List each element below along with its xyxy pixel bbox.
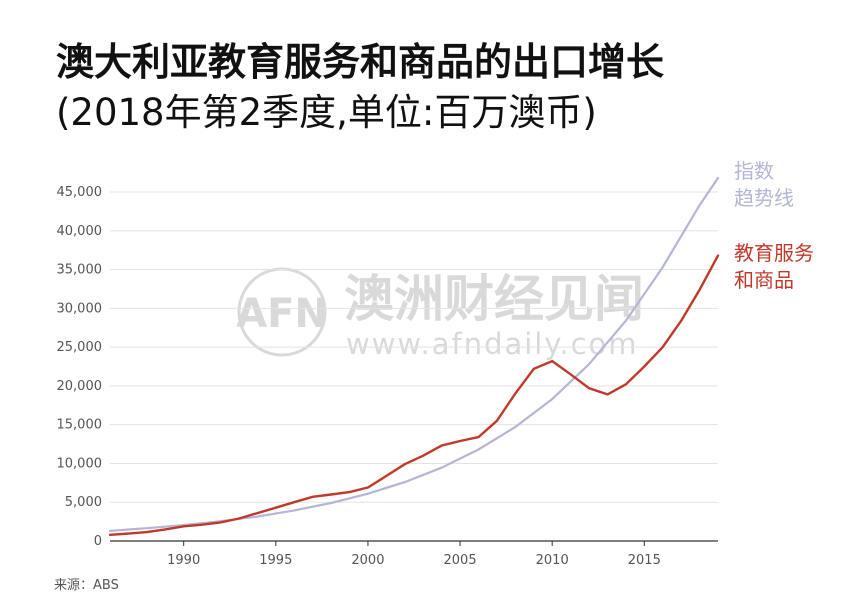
y-tick-label: 45,000 bbox=[57, 185, 103, 200]
x-tick-label: 2005 bbox=[444, 553, 477, 568]
y-tick-label: 30,000 bbox=[57, 301, 103, 316]
trend-series-line bbox=[108, 176, 720, 533]
source-note: 来源：ABS bbox=[54, 578, 119, 593]
y-tick-label: 10,000 bbox=[57, 456, 103, 471]
watermark-url: www.afndaily.com bbox=[346, 327, 639, 361]
chart-subtitle: (2018年第2季度,单位:百万澳币) bbox=[56, 91, 597, 134]
series-label: 趋势线 bbox=[734, 186, 794, 210]
watermark-logo-text: AFN bbox=[236, 291, 328, 337]
x-tick-label: 2000 bbox=[351, 553, 384, 568]
series-label: 和商品 bbox=[734, 268, 794, 292]
y-tick-label: 15,000 bbox=[57, 418, 103, 433]
y-axis-ticks: 0 5,000 10,000 15,000 20,000 25,000 30,000 35,0… bbox=[57, 185, 103, 549]
x-tick-label: 2015 bbox=[628, 553, 661, 568]
series-label: 教育服务 bbox=[734, 241, 814, 265]
watermark-name: 澳洲财经见闻 bbox=[344, 270, 644, 328]
chart-title: 澳大利亚教育服务和商品的出口增长 bbox=[56, 40, 665, 84]
series-label: 指数 bbox=[734, 159, 774, 183]
x-tick-label: 2010 bbox=[536, 553, 569, 568]
y-tick-label: 25,000 bbox=[57, 340, 103, 355]
x-axis-ticks: 1990 1995 2000 2005 2010 2015 bbox=[167, 541, 661, 568]
y-tick-label: 5,000 bbox=[65, 495, 102, 510]
watermark: AFN 澳洲财经见闻 www.afndaily.com bbox=[236, 267, 644, 361]
x-tick-label: 1990 bbox=[167, 553, 200, 568]
series-lines bbox=[108, 176, 720, 536]
x-tick-label: 1995 bbox=[259, 553, 292, 568]
y-tick-label: 20,000 bbox=[57, 379, 103, 394]
education-series-line bbox=[108, 254, 720, 536]
y-tick-label: 35,000 bbox=[57, 263, 103, 278]
y-tick-label: 40,000 bbox=[57, 224, 103, 239]
watermark-logo-circle bbox=[237, 267, 327, 357]
y-tick-label: 0 bbox=[94, 534, 102, 549]
gridlines bbox=[110, 191, 718, 542]
